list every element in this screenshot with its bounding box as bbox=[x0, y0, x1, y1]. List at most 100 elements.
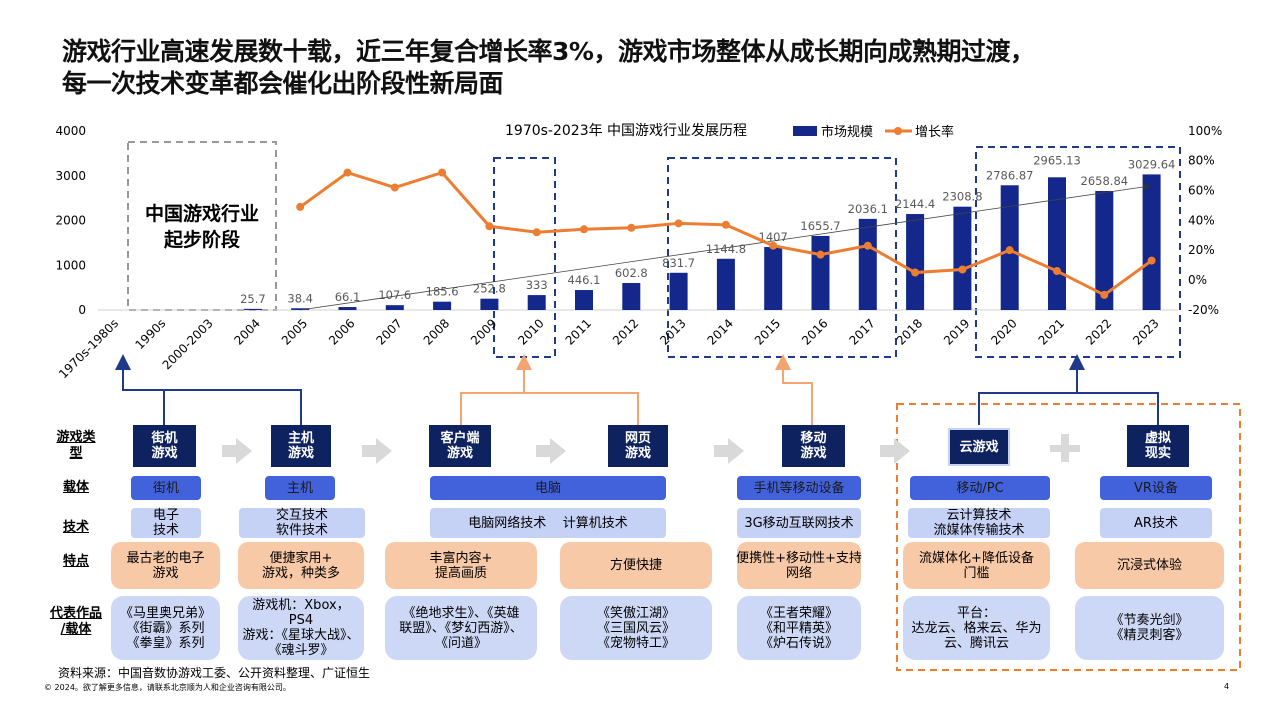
growth-point bbox=[438, 168, 447, 177]
bar-label: 2965.13 bbox=[1033, 153, 1081, 167]
bar-label: 25.7 bbox=[240, 292, 266, 306]
growth-point bbox=[674, 219, 683, 228]
flow-arrow-icon bbox=[376, 438, 392, 464]
title-line-2: 每一次技术变革都会催化出阶段性新局面 bbox=[62, 69, 504, 98]
x-tick: 2009 bbox=[468, 316, 499, 347]
carrier-box: 电脑 bbox=[430, 476, 666, 500]
bar-label: 2144.4 bbox=[895, 197, 935, 211]
bar-label: 2036.1 bbox=[848, 202, 888, 216]
y-right-tick: 0% bbox=[1188, 273, 1207, 287]
connector-pc bbox=[460, 392, 639, 425]
row-label: 技术 bbox=[62, 520, 89, 535]
x-tick: 2008 bbox=[421, 316, 452, 347]
bar bbox=[575, 290, 593, 310]
y-left-tick: 1000 bbox=[55, 258, 86, 272]
row-label: 载体 bbox=[62, 480, 89, 495]
x-tick: 2017 bbox=[846, 316, 877, 347]
works-box: 《王者荣耀》 《和平精英》 《炉石传说》 bbox=[737, 596, 861, 660]
flow-arrow-icon bbox=[714, 445, 728, 457]
x-tick: 2010 bbox=[515, 316, 546, 347]
feature-box: 最古老的电子 游戏 bbox=[111, 542, 220, 589]
flow-arrow-icon bbox=[236, 438, 252, 464]
x-tick: 2016 bbox=[799, 316, 830, 347]
game-type-box: 街机 游戏 bbox=[133, 425, 196, 467]
carrier-box: 手机等移动设备 bbox=[737, 476, 861, 500]
game-type-box: 移动 游戏 bbox=[782, 425, 845, 467]
bar bbox=[622, 283, 641, 310]
page-title: 游戏行业高速发展数十载，近三年复合增长率3%，游戏市场整体从成长期向成熟期过渡，… bbox=[62, 36, 1035, 100]
carrier-box: 主机 bbox=[265, 476, 335, 500]
bar-label: 333 bbox=[526, 278, 548, 292]
growth-point bbox=[1100, 290, 1109, 299]
y-right-tick: 20% bbox=[1188, 243, 1215, 257]
bar bbox=[716, 258, 735, 310]
works-box: 游戏机：Xbox， PS4 游戏：《星球大战》、 《魂斗罗》 bbox=[238, 596, 364, 660]
bar-label: 831.7 bbox=[662, 256, 695, 270]
x-tick: 2011 bbox=[563, 316, 594, 347]
bar bbox=[480, 298, 499, 310]
bar-label: 1144.8 bbox=[706, 242, 746, 256]
bar-label: 252.8 bbox=[473, 282, 506, 296]
bar bbox=[433, 301, 452, 310]
x-tick: 2020 bbox=[988, 316, 1019, 347]
game-type-box: 虚拟 现实 bbox=[1127, 425, 1189, 467]
trend-arrow bbox=[299, 183, 1151, 311]
bar bbox=[953, 206, 972, 310]
y-left-tick: 4000 bbox=[55, 124, 86, 138]
x-tick: 2021 bbox=[1036, 316, 1067, 347]
startup-annotation: 中国游戏行业 bbox=[145, 202, 259, 225]
tech-box: 电子 技术 bbox=[131, 508, 201, 538]
bar bbox=[1095, 191, 1114, 310]
x-tick: 2015 bbox=[752, 316, 783, 347]
x-tick: 1970s-1980s bbox=[56, 316, 121, 381]
tech-box: 交互技术 软件技术 bbox=[239, 508, 365, 538]
bar-label: 107.6 bbox=[378, 288, 411, 302]
growth-point bbox=[721, 220, 730, 229]
y-right-tick: 100% bbox=[1188, 124, 1222, 138]
connector-mobile bbox=[775, 354, 813, 425]
y-right-tick: 80% bbox=[1188, 154, 1215, 168]
legend-bar-swatch bbox=[793, 126, 817, 136]
title-line-1: 游戏行业高速发展数十载，近三年复合增长率3%，游戏市场整体从成长期向成熟期过渡， bbox=[62, 37, 1035, 66]
works-box: 《节奏光剑》 《精灵刺客》 bbox=[1075, 596, 1224, 660]
works-box: 《绝地求生》、《英雄 联盟》、《梦幻西游》、 《问道》 bbox=[385, 596, 537, 660]
x-tick: 2004 bbox=[232, 316, 263, 347]
y-right-tick: -20% bbox=[1188, 303, 1219, 317]
startup-stage-box bbox=[127, 141, 277, 311]
game-type-box: 客户端 游戏 bbox=[429, 425, 491, 467]
source-note: 资料来源：中国音数协游戏工委、公开资料整理、广证恒生 bbox=[58, 666, 371, 680]
copyright: © 2024。欲了解更多信息，请联系北京顺为人和企业咨询有限公司。 bbox=[44, 683, 291, 692]
x-tick: 2012 bbox=[610, 316, 641, 347]
connector-cloud bbox=[978, 392, 1159, 425]
feature-box: 流媒体化+降低设备 门槛 bbox=[903, 542, 1050, 589]
bar-label: 2658.84 bbox=[1081, 174, 1129, 188]
flow-arrow-icon bbox=[728, 438, 744, 464]
growth-point bbox=[769, 241, 778, 250]
row-label: 游戏类 型 bbox=[56, 430, 96, 461]
x-tick: 2005 bbox=[279, 316, 310, 347]
carrier-box: VR设备 bbox=[1100, 476, 1212, 500]
bar-label: 38.4 bbox=[287, 291, 313, 305]
works-box: 《马里奥兄弟》 《街霸》系列 《拳皇》系列 bbox=[111, 596, 220, 660]
flow-arrow-icon bbox=[536, 445, 550, 457]
x-tick: 2022 bbox=[1083, 316, 1114, 347]
feature-box: 沉浸式体验 bbox=[1075, 542, 1224, 589]
tech-box: AR技术 bbox=[1100, 508, 1212, 538]
game-type-box: 主机 游戏 bbox=[271, 425, 331, 467]
bar bbox=[1142, 174, 1161, 310]
growth-point bbox=[343, 168, 352, 177]
legend-line-label: 增长率 bbox=[915, 124, 954, 140]
x-tick: 2006 bbox=[326, 316, 357, 347]
connector-arcade bbox=[123, 389, 165, 425]
bar bbox=[291, 308, 310, 310]
tech-box: 云计算技术 流媒体传输技术 bbox=[908, 508, 1050, 538]
bar bbox=[243, 308, 262, 310]
game-type-box: 云游戏 bbox=[948, 428, 1010, 466]
feature-box: 丰富内容+ 提高画质 bbox=[385, 542, 537, 589]
y-left-tick: 3000 bbox=[55, 169, 86, 183]
chart-title: 1970s-2023年 中国游戏行业发展历程 bbox=[505, 123, 747, 139]
flow-arrow-icon bbox=[880, 445, 894, 457]
bar bbox=[338, 307, 357, 310]
y-left-tick: 0 bbox=[78, 303, 86, 317]
